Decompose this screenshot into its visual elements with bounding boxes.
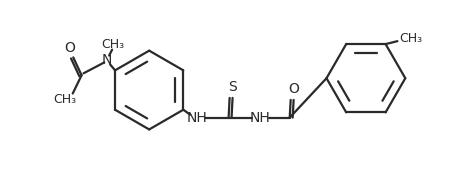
Text: CH₃: CH₃ — [101, 38, 125, 51]
Text: NH: NH — [187, 111, 207, 125]
Text: S: S — [228, 80, 237, 94]
Text: N: N — [102, 54, 112, 68]
Text: CH₃: CH₃ — [399, 32, 423, 45]
Text: O: O — [288, 82, 299, 96]
Text: CH₃: CH₃ — [53, 93, 76, 106]
Text: NH: NH — [250, 111, 271, 125]
Text: O: O — [64, 41, 75, 54]
